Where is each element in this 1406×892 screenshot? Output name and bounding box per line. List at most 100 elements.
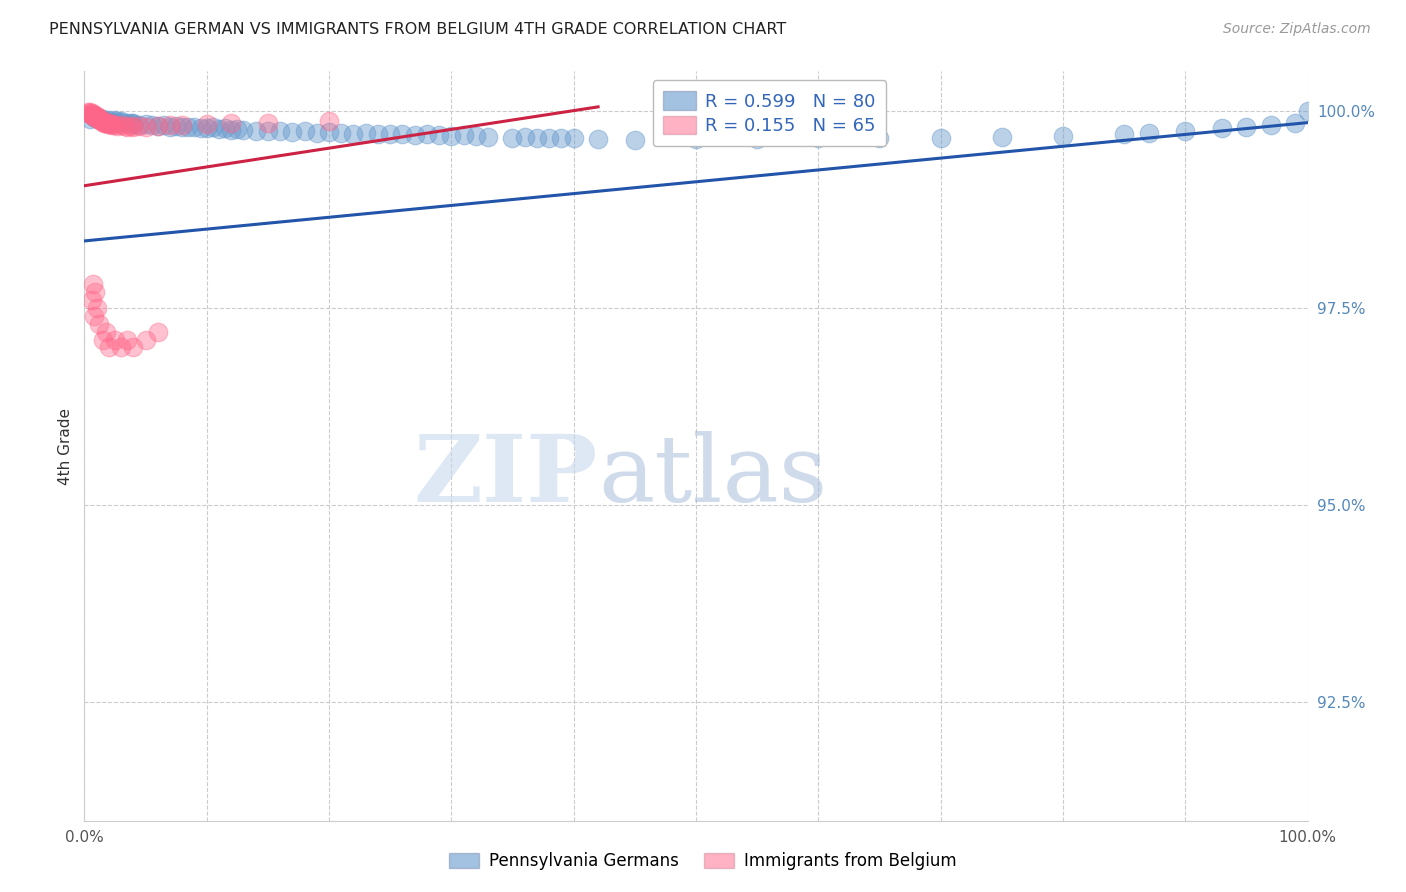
- Point: [84, 285, 107, 300]
- Point: [122, 120, 145, 134]
- Point: [1174, 123, 1197, 137]
- Point: [84, 110, 107, 124]
- Point: [318, 114, 340, 128]
- Point: [624, 133, 647, 147]
- Point: [87, 112, 110, 126]
- Point: [146, 119, 169, 133]
- Point: [87, 112, 110, 126]
- Point: [1052, 129, 1074, 144]
- Point: [91, 333, 114, 347]
- Point: [122, 117, 145, 131]
- Point: [101, 117, 124, 131]
- Point: [226, 122, 249, 136]
- Point: [513, 129, 536, 144]
- Point: [172, 118, 194, 132]
- Point: [219, 116, 242, 130]
- Point: [115, 120, 138, 134]
- Point: [114, 119, 136, 133]
- Point: [318, 125, 340, 139]
- Point: [91, 114, 114, 128]
- Point: [427, 128, 450, 143]
- Point: [105, 119, 128, 133]
- Legend: R = 0.599   N = 80, R = 0.155   N = 65: R = 0.599 N = 80, R = 0.155 N = 65: [652, 80, 886, 146]
- Point: [80, 293, 103, 307]
- Point: [245, 123, 267, 137]
- Point: [159, 118, 181, 132]
- Point: [98, 117, 121, 131]
- Point: [201, 120, 224, 135]
- Point: [502, 130, 524, 145]
- Point: [79, 112, 101, 126]
- Point: [464, 129, 486, 144]
- Point: [104, 333, 127, 347]
- Point: [110, 118, 132, 132]
- Point: [122, 116, 145, 130]
- Point: [257, 115, 280, 129]
- Point: [869, 131, 891, 145]
- Point: [100, 115, 122, 129]
- Point: [96, 325, 118, 339]
- Point: [1296, 103, 1319, 118]
- Point: [1211, 121, 1233, 136]
- Point: [86, 110, 108, 124]
- Point: [135, 117, 157, 131]
- Point: [404, 128, 426, 143]
- Point: [172, 120, 194, 135]
- Point: [93, 115, 115, 129]
- Point: [100, 118, 122, 132]
- Point: [550, 130, 572, 145]
- Point: [89, 112, 111, 127]
- Point: [90, 113, 112, 128]
- Point: [96, 116, 118, 130]
- Point: [79, 107, 101, 121]
- Point: [685, 132, 707, 146]
- Point: [83, 109, 105, 123]
- Point: [354, 126, 377, 140]
- Point: [1284, 115, 1306, 129]
- Point: [79, 105, 101, 120]
- Point: [1236, 120, 1258, 134]
- Point: [120, 115, 142, 129]
- Point: [146, 119, 169, 133]
- Point: [367, 128, 389, 142]
- Point: [453, 128, 475, 143]
- Point: [135, 120, 157, 134]
- Point: [97, 113, 120, 128]
- Point: [82, 109, 104, 123]
- Point: [80, 106, 103, 120]
- Point: [257, 124, 280, 138]
- Point: [190, 121, 212, 136]
- Point: [115, 333, 138, 347]
- Point: [104, 114, 127, 128]
- Point: [83, 309, 105, 323]
- Point: [526, 130, 548, 145]
- Point: [82, 109, 104, 123]
- Point: [122, 340, 145, 354]
- Point: [91, 112, 114, 126]
- Point: [208, 122, 231, 136]
- Point: [342, 127, 364, 141]
- Point: [269, 123, 291, 137]
- Point: [97, 116, 120, 130]
- Point: [87, 111, 110, 125]
- Point: [281, 125, 304, 139]
- Point: [90, 114, 112, 128]
- Point: [330, 126, 353, 140]
- Point: [91, 115, 114, 129]
- Point: [1137, 126, 1160, 140]
- Point: [86, 301, 108, 315]
- Point: [1260, 118, 1282, 132]
- Point: [232, 122, 254, 136]
- Point: [562, 131, 585, 145]
- Point: [89, 113, 111, 128]
- Y-axis label: 4th Grade: 4th Grade: [58, 408, 73, 484]
- Point: [110, 340, 132, 354]
- Point: [440, 129, 463, 144]
- Point: [87, 112, 110, 127]
- Point: [115, 116, 138, 130]
- Point: [135, 333, 157, 347]
- Point: [165, 119, 187, 133]
- Point: [146, 325, 169, 339]
- Point: [586, 132, 609, 146]
- Point: [929, 130, 952, 145]
